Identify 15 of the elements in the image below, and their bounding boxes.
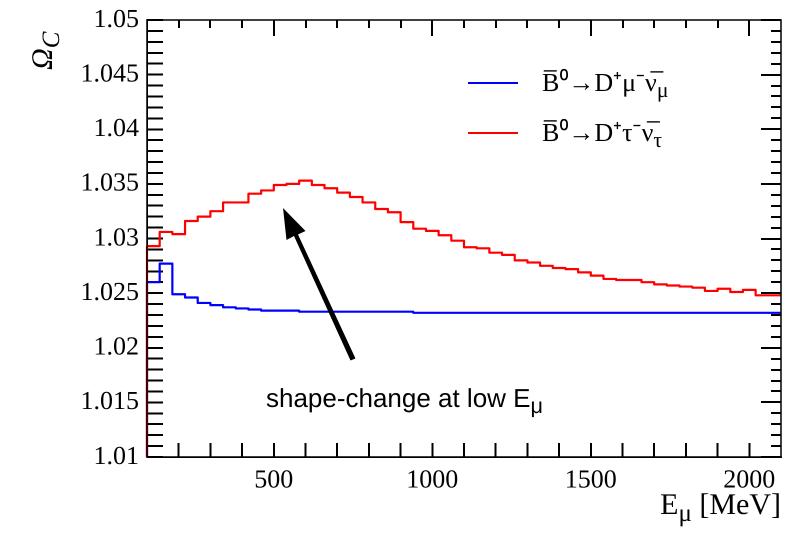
y-tick-label: 1.045 (80, 58, 139, 88)
x-tick-label: 1000 (406, 464, 458, 494)
y-tick-label: 1.05 (94, 4, 139, 33)
y-tick-label: 1.01 (94, 440, 139, 470)
x-tick-label: 500 (254, 464, 294, 494)
y-tick-label: 1.02 (94, 332, 139, 361)
y-tick-label: 1.035 (80, 168, 139, 197)
y-tick-label: 1.025 (80, 276, 139, 306)
y-tick-label: 1.03 (94, 222, 139, 252)
y-tick-label: 1.04 (94, 113, 139, 142)
legend-label: B̅⁰→D⁺μ⁻ν̅$_{μ}$ (542, 66, 668, 104)
legend-label: B̅⁰→D⁺τ⁻ν̅$_{τ}$ (542, 116, 662, 154)
x-tick-label: 1500 (564, 464, 617, 494)
annotation: shape-change at low E$_{μ}$ (266, 383, 543, 420)
y-tick-label: 1.015 (80, 386, 139, 416)
